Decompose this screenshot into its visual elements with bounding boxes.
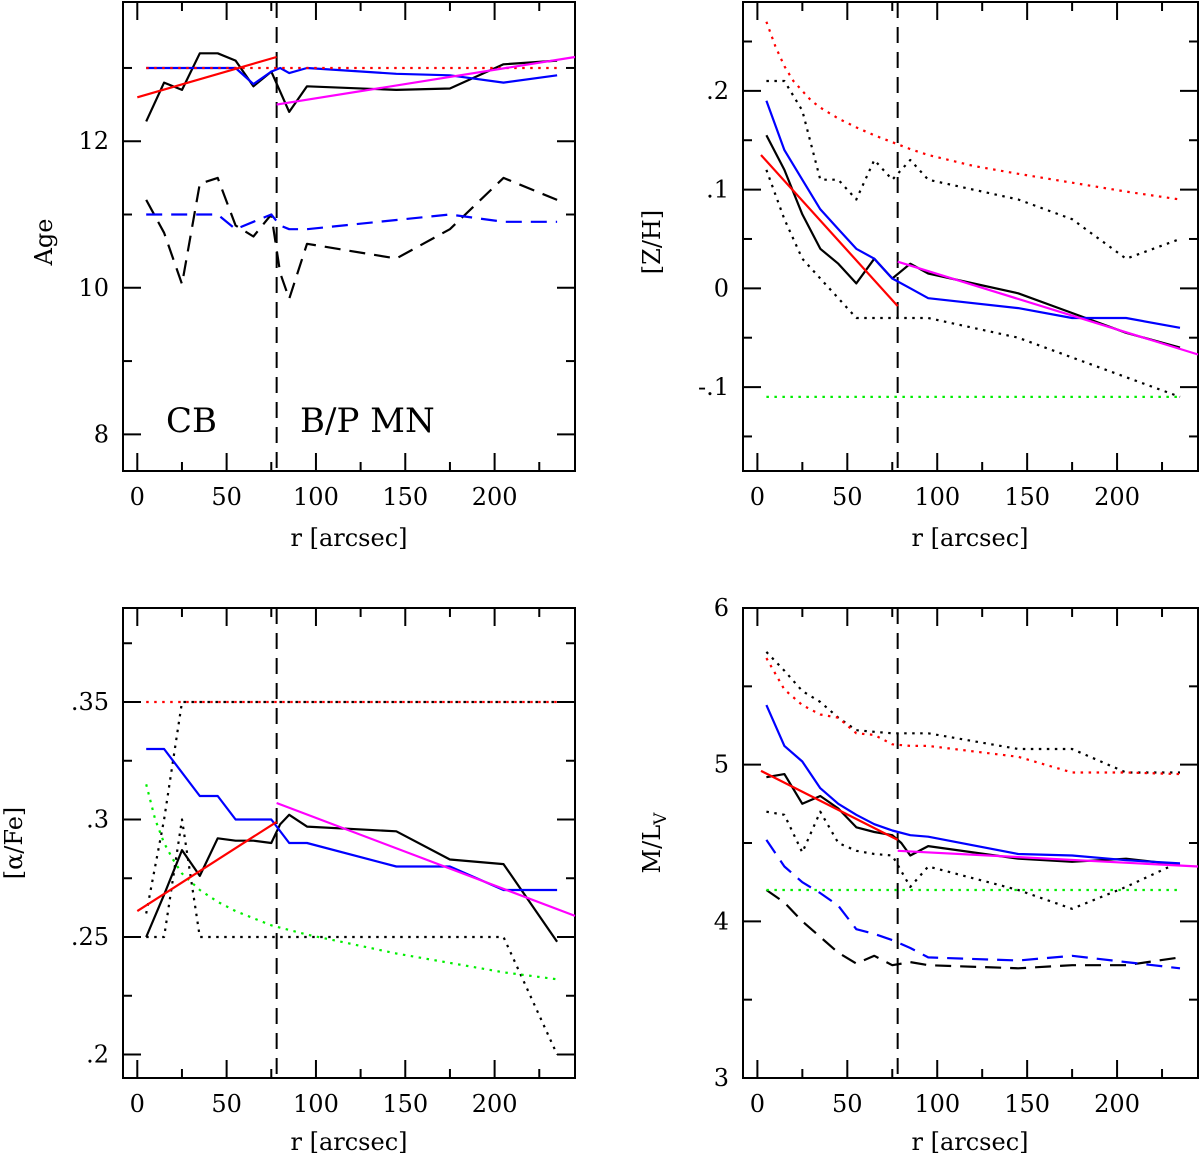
y-tick-label: .1 (706, 176, 729, 204)
x-tick-label: 100 (914, 1090, 960, 1118)
series-magenta-fit (897, 260, 1199, 356)
series-black-dashed (765, 889, 1181, 970)
panel-afe: 0 50 100 150 200 .2 .25 .3 .35 r [arcsec] [α/Fe… (0, 607, 576, 1156)
x-tick-labels: 0 50 100 150 200 (130, 483, 518, 511)
y-tick-label: 12 (78, 127, 109, 155)
x-tick-labels: 0 50 100 150 200 (750, 1090, 1140, 1118)
series-blue-dashed (765, 839, 1181, 970)
series-blue-solid (146, 747, 558, 892)
x-axis-label: r [arcsec] (290, 524, 407, 552)
series-black-solid (145, 52, 558, 122)
x-tick-label: 200 (1094, 483, 1140, 511)
y-tick-label: -.1 (698, 373, 729, 401)
series-black-dotted-upper (765, 651, 1180, 774)
series-red-fit (760, 769, 899, 841)
y-tick-label: 6 (714, 594, 729, 622)
series-black-dotted-upper (766, 79, 1181, 260)
x-tick-label: 100 (293, 1090, 339, 1118)
series-black-solid (145, 813, 559, 943)
x-tick-label: 0 (130, 483, 145, 511)
series-blue-solid (146, 66, 558, 86)
series-red-fit (136, 55, 277, 99)
y-tick-label: 10 (78, 274, 109, 302)
series-black-dotted-lower (766, 810, 1181, 910)
x-tick-label: 200 (1094, 1090, 1140, 1118)
x-tick-label: 100 (293, 483, 339, 511)
series-group (136, 700, 576, 1055)
series-green-dotted (145, 784, 558, 981)
series-black-dashed (145, 176, 558, 300)
series-magenta-fit (897, 849, 1199, 868)
annotation-cb: CB (166, 401, 217, 441)
y-tick-label: .2 (86, 1041, 109, 1069)
y-tick-label: .25 (71, 923, 109, 951)
y-tick-label: 3 (714, 1064, 729, 1092)
x-tick-labels: 0 50 100 150 200 (130, 1090, 518, 1118)
series-red-dotted (765, 657, 1181, 776)
axis-ticks (743, 2, 1198, 471)
series-blue-solid (765, 704, 1181, 865)
series-red-fit (136, 820, 278, 913)
x-tick-label: 50 (832, 483, 863, 511)
axis-ticks (123, 2, 575, 471)
y-tick-label: 0 (714, 274, 729, 302)
y-tick-label: .3 (86, 806, 109, 834)
plot-frame (742, 1, 1199, 472)
panel-ml: 0 50 100 150 200 3 4 5 6 r [arcsec] M/LV (638, 594, 1199, 1156)
x-tick-label: 0 (750, 483, 765, 511)
plot-frame (122, 607, 576, 1079)
series-group (136, 52, 576, 300)
y-tick-labels: -.1 0 .1 .2 (698, 77, 729, 401)
y-tick-label: .35 (71, 688, 109, 716)
series-red-dotted (765, 21, 1181, 201)
series-red-fit (760, 154, 899, 307)
x-axis-label: r [arcsec] (911, 524, 1028, 552)
x-tick-label: 200 (472, 1090, 518, 1118)
y-axis-label: [Z/H] (638, 210, 666, 274)
y-tick-label: 8 (94, 420, 109, 448)
axis-ticks (743, 607, 1198, 1079)
y-axis-label: [α/Fe] (0, 807, 28, 880)
x-axis-label: r [arcsec] (911, 1128, 1028, 1156)
x-tick-label: 150 (1004, 1090, 1050, 1118)
y-tick-labels: .2 .25 .3 .35 (71, 688, 109, 1069)
x-tick-label: 50 (832, 1090, 863, 1118)
x-tick-label: 200 (472, 483, 518, 511)
series-black-dotted-upper (145, 700, 558, 914)
x-tick-label: 50 (211, 1090, 242, 1118)
series-blue-dashed (146, 213, 558, 231)
x-tick-label: 100 (914, 483, 960, 511)
y-axis-label: Age (30, 219, 58, 267)
x-axis-label: r [arcsec] (290, 1128, 407, 1156)
series-black-solid (766, 772, 1181, 866)
plot-frame (122, 1, 576, 472)
series-magenta-fit (276, 55, 576, 106)
x-tick-label: 150 (1004, 483, 1050, 511)
y-tick-label: 4 (714, 907, 729, 935)
y-tick-labels: 3 4 5 6 (714, 594, 729, 1092)
x-tick-label: 150 (382, 483, 428, 511)
x-tick-label: 0 (750, 1090, 765, 1118)
plot-frame (742, 607, 1199, 1079)
y-axis-label-main: M/L (638, 825, 666, 874)
series-black-solid (765, 134, 1181, 349)
annotation-bp-mn: B/P MN (300, 401, 435, 441)
y-tick-label: 5 (714, 751, 729, 779)
axis-ticks (123, 608, 575, 1078)
series-group (760, 21, 1199, 398)
series-magenta-fit (276, 801, 576, 917)
x-tick-label: 150 (382, 1090, 428, 1118)
y-tick-label: .2 (706, 77, 729, 105)
panel-zh: 0 50 100 150 200 -.1 0 .1 .2 r [arcsec] [Z/H] (638, 1, 1199, 552)
y-tick-labels: 8 10 12 (78, 127, 109, 448)
x-tick-label: 0 (130, 1090, 145, 1118)
y-axis-label-subscript: V (651, 812, 671, 826)
series-blue-solid (765, 100, 1181, 329)
x-tick-labels: 0 50 100 150 200 (750, 483, 1140, 511)
x-tick-label: 50 (211, 483, 242, 511)
y-axis-label: M/LV (638, 812, 671, 874)
series-group (760, 651, 1199, 970)
